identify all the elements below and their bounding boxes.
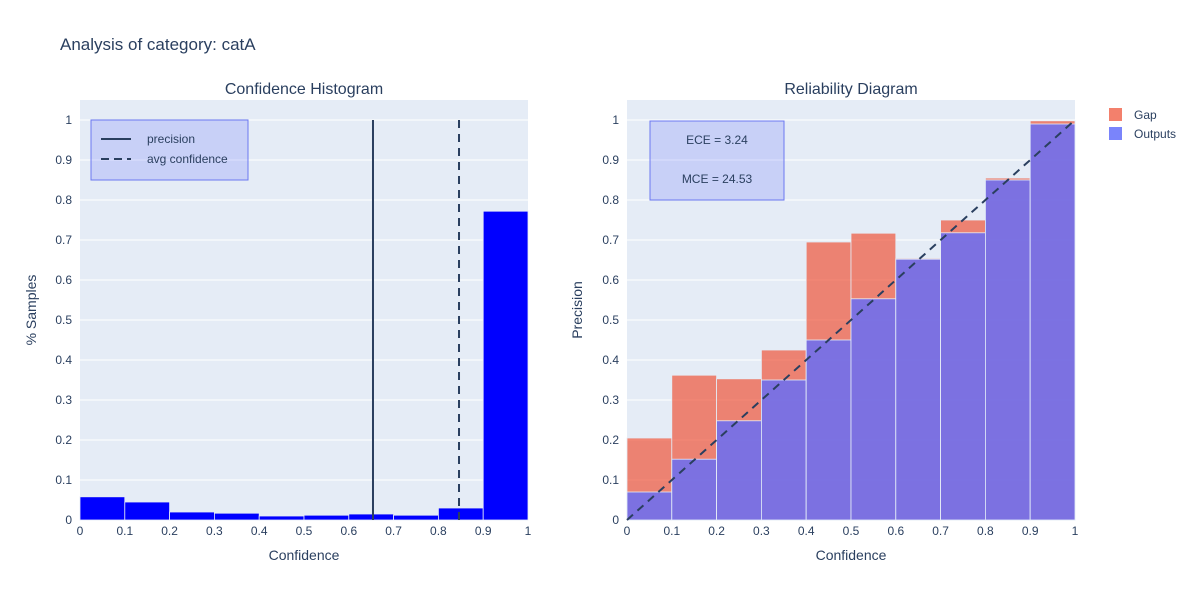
outputs-bar — [940, 232, 986, 521]
reliability-x-tick: 0.2 — [708, 524, 725, 538]
histogram-y-tick: 0.9 — [55, 153, 72, 167]
histogram-y-tick: 0.4 — [55, 353, 72, 367]
histogram-y-label: % Samples — [23, 275, 39, 346]
reference-lines — [371, 120, 461, 520]
histogram-x-tick: 0.8 — [430, 524, 447, 538]
histogram-title: Confidence Histogram — [225, 81, 383, 98]
reliability-y-tick: 0.6 — [602, 273, 619, 287]
histogram-bar — [213, 512, 260, 521]
histogram-legend: precision avg confidence — [90, 119, 249, 181]
outputs-bar — [1029, 123, 1076, 521]
perfect-calibration-line — [626, 119, 1076, 521]
reliability-legend: Gap Outputs — [1109, 108, 1176, 141]
legend-outputs-label: Outputs — [1134, 127, 1176, 141]
reliability-y-tick: 0.2 — [602, 433, 619, 447]
reliability-x-label: Confidence — [816, 547, 887, 563]
histogram-x-tick: 0.7 — [385, 524, 402, 538]
outputs-bar — [671, 458, 717, 521]
histogram-bar — [303, 514, 350, 521]
histogram-x-tick: 0.4 — [251, 524, 268, 538]
reliability-x-tick: 0.4 — [798, 524, 815, 538]
legend-outputs-swatch — [1109, 127, 1122, 140]
reliability-x-tick: 0 — [624, 524, 631, 538]
outputs-bar — [626, 491, 673, 521]
reliability-x-tick: 0.1 — [663, 524, 680, 538]
histogram-bar — [258, 515, 305, 521]
reliability-bars — [626, 120, 1076, 521]
plot-area-left — [80, 100, 528, 520]
legend-gap-label: Gap — [1134, 108, 1157, 122]
reliability-x-tick: 1 — [1072, 524, 1079, 538]
histogram-y-tick: 0.7 — [55, 233, 72, 247]
reliability-y-tick: 0.1 — [602, 473, 619, 487]
gridlines-left — [80, 119, 528, 481]
y-tick-labels-left: 0 0.1 0.2 0.3 0.4 0.5 0.6 0.7 0.8 0.9 1 — [55, 113, 72, 527]
legend-avg-confidence-label: avg confidence — [147, 152, 228, 166]
reliability-y-tick: 0.4 — [602, 353, 619, 367]
histogram-y-tick: 0.8 — [55, 193, 72, 207]
reliability-y-label: Precision — [569, 281, 585, 339]
histogram-x-tick: 1 — [525, 524, 532, 538]
outputs-bar — [716, 420, 762, 521]
histogram-bar — [393, 514, 439, 521]
histogram-x-tick: 0.2 — [161, 524, 178, 538]
histogram-x-tick: 0.3 — [206, 524, 223, 538]
diagonal-line — [626, 119, 1076, 521]
reliability-x-tick: 0.9 — [1022, 524, 1039, 538]
histogram-x-tick: 0.9 — [475, 524, 492, 538]
histogram-x-label: Confidence — [269, 547, 340, 563]
x-tick-labels-right: 0 0.1 0.2 0.3 0.4 0.5 0.6 0.7 0.8 0.9 1 — [624, 524, 1079, 538]
histogram-y-tick: 0.3 — [55, 393, 72, 407]
reliability-x-tick: 0.6 — [887, 524, 904, 538]
histogram-legend-box — [90, 119, 249, 181]
outputs-bar — [850, 298, 897, 521]
reliability-x-tick: 0.3 — [753, 524, 770, 538]
outputs-bar — [985, 179, 1031, 521]
reliability-y-tick: 0 — [612, 513, 619, 527]
outputs-bar — [805, 339, 852, 521]
histogram-y-tick: 1 — [65, 113, 72, 127]
histogram-bar — [482, 210, 529, 521]
reliability-x-tick: 0.5 — [843, 524, 860, 538]
histogram-x-tick: 0.5 — [296, 524, 313, 538]
reliability-x-tick: 0.8 — [977, 524, 994, 538]
histogram-y-tick: 0.5 — [55, 313, 72, 327]
histogram-x-tick: 0.1 — [116, 524, 133, 538]
outputs-bar — [761, 379, 807, 521]
histogram-bar — [79, 496, 126, 521]
histogram-x-tick: 0 — [77, 524, 84, 538]
histogram-y-tick: 0.1 — [55, 473, 72, 487]
reliability-y-tick: 0.5 — [602, 313, 619, 327]
outputs-bar — [895, 258, 941, 521]
reliability-y-tick: 0.3 — [602, 393, 619, 407]
ece-value: ECE = 3.24 — [686, 133, 748, 147]
histogram-bars — [79, 210, 529, 521]
histogram-bar — [124, 501, 171, 521]
calibration-metrics-box: ECE = 3.24 MCE = 24.53 — [649, 120, 785, 201]
histogram-y-tick: 0.6 — [55, 273, 72, 287]
reliability-y-tick: 0.9 — [602, 153, 619, 167]
reliability-y-tick: 1 — [612, 113, 619, 127]
chart-title: Analysis of category: catA — [60, 35, 256, 54]
reliability-diagram: 0 0.1 0.2 0.3 0.4 0.5 0.6 0.7 0.8 0.9 1 0 0.1 0.2 0.3… — [569, 81, 1079, 563]
reliability-y-tick: 0.8 — [602, 193, 619, 207]
metrics-box-frame — [649, 120, 785, 201]
histogram-y-tick: 0.2 — [55, 433, 72, 447]
legend-precision-label: precision — [147, 132, 195, 146]
histogram-x-tick: 0.6 — [340, 524, 357, 538]
reliability-y-tick: 0.7 — [602, 233, 619, 247]
mce-value: MCE = 24.53 — [682, 172, 753, 186]
confidence-histogram: 0 0.1 0.2 0.3 0.4 0.5 0.6 0.7 0.8 0.9 1 0 0.1 0.2 0.3… — [23, 81, 532, 563]
x-tick-labels-left: 0 0.1 0.2 0.3 0.4 0.5 0.6 0.7 0.8 0.9 1 — [77, 524, 532, 538]
legend-gap-swatch — [1109, 108, 1122, 121]
y-tick-labels-right: 0 0.1 0.2 0.3 0.4 0.5 0.6 0.7 0.8 0.9 1 — [602, 113, 619, 527]
histogram-bar — [437, 507, 484, 521]
histogram-y-tick: 0 — [65, 513, 72, 527]
histogram-bar — [169, 511, 215, 521]
reliability-title: Reliability Diagram — [784, 81, 917, 98]
histogram-bar — [348, 513, 394, 521]
reliability-x-tick: 0.7 — [932, 524, 949, 538]
